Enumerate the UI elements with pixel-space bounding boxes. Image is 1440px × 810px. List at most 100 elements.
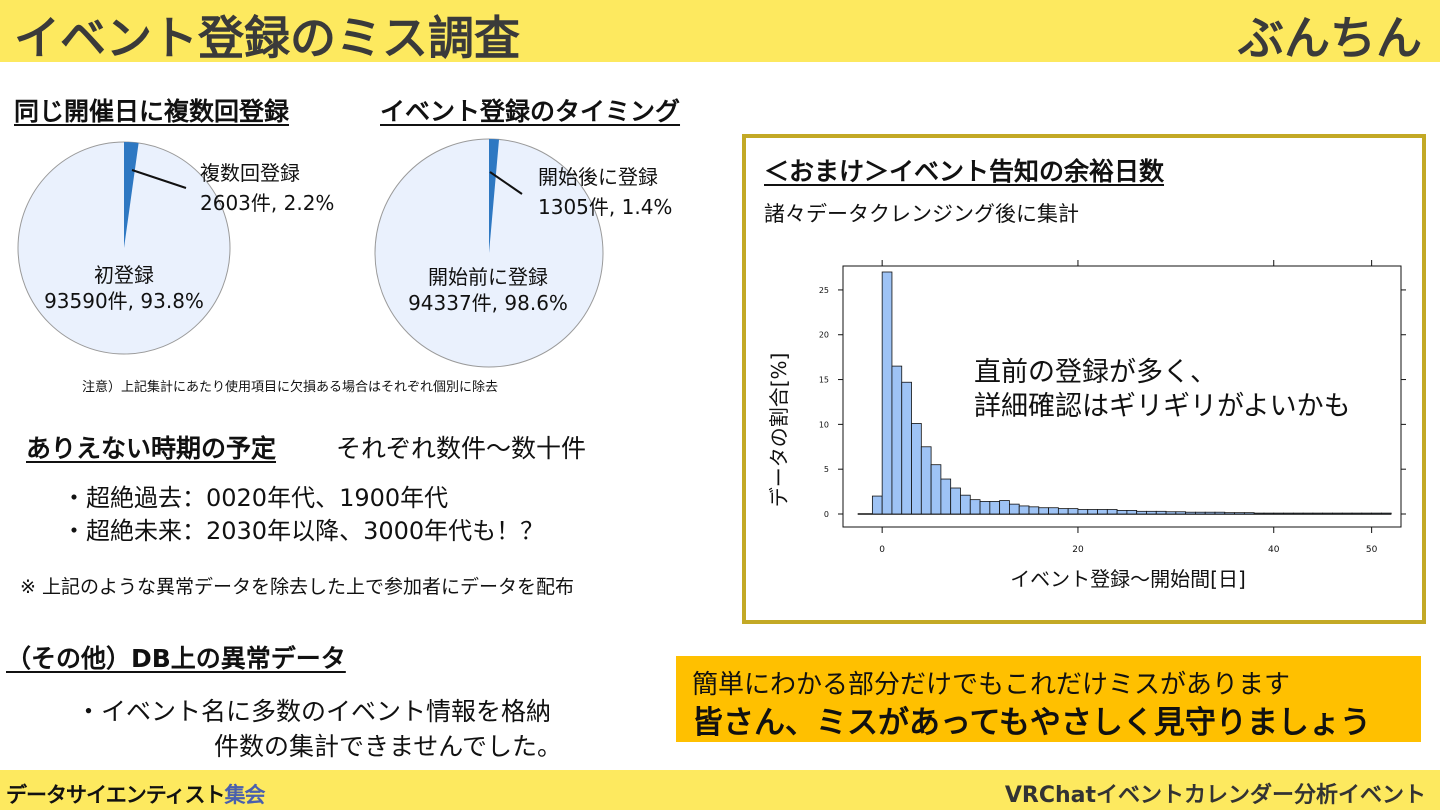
histogram-bar	[891, 365, 903, 515]
y-tick-label: 10	[819, 420, 829, 429]
histogram-bar	[1146, 510, 1157, 515]
histogram-bar	[1067, 508, 1079, 515]
header-bar: イベント登録のミス調査 ぶんちん	[0, 0, 1440, 65]
histogram-bar	[979, 501, 991, 515]
x-tick-label: 50	[1366, 545, 1378, 555]
histogram-bar	[1351, 512, 1363, 515]
histogram-bar	[1038, 507, 1049, 515]
pie2-major-label: 開始前に登録	[428, 265, 548, 289]
histogram-bar	[1126, 510, 1138, 515]
y-tick-label: 0	[824, 510, 829, 519]
bonus-heading: ＜おまけ＞イベント告知の余裕日数	[764, 157, 1165, 186]
logo-accent-text: 集会	[224, 783, 266, 807]
pie1-minor-label: 複数回登録	[200, 161, 300, 185]
histogram-bar	[1224, 512, 1235, 515]
x-tick-label: 40	[1268, 545, 1280, 555]
histogram-bar	[1322, 512, 1333, 515]
histogram-bar	[1106, 509, 1118, 515]
histogram-bar	[1116, 510, 1128, 515]
y-tick-label: 15	[819, 376, 829, 385]
histogram-bar	[1214, 511, 1226, 515]
histogram-bar	[1253, 512, 1265, 515]
x-axis-label: イベント登録～開始間[日]	[1010, 567, 1246, 591]
histogram-bar	[1381, 512, 1392, 515]
histogram-bar	[1312, 512, 1324, 515]
slide-title: イベント登録のミス調査	[14, 11, 520, 65]
other-line1: ・イベント名に多数のイベント情報を格納	[76, 697, 552, 726]
pie1-minor-slice	[124, 142, 139, 248]
histogram-bar	[1204, 511, 1216, 515]
histogram-bar	[1087, 509, 1098, 515]
histogram-chart: 0 5 10 15 20 25 0 20 40 50 イベント登録～開始間[日] データの割合[%…	[767, 260, 1406, 591]
y-tick-label: 20	[819, 331, 829, 340]
histogram-bar	[960, 494, 971, 515]
histogram-bar	[881, 271, 893, 515]
y-tick-label: 25	[819, 286, 829, 295]
pie2-heading: イベント登録のタイミング	[380, 97, 681, 126]
pie2-minor-value: 1305件, 1.4%	[538, 195, 673, 219]
histogram-bar	[999, 500, 1010, 515]
histogram-bar	[1009, 503, 1020, 515]
other-line2: 件数の集計できませんでした。	[214, 732, 563, 761]
histogram-bar	[1371, 512, 1382, 515]
histogram-bar	[1263, 512, 1275, 515]
histogram-bar	[1077, 509, 1089, 515]
histogram-bar	[1165, 511, 1177, 515]
pie1-major-label: 初登録	[94, 263, 154, 287]
histogram-bar	[911, 423, 922, 515]
histogram-bar	[1273, 512, 1284, 515]
y-axis-label: データの割合[%]	[767, 353, 791, 508]
histogram-bar	[1048, 507, 1059, 515]
histogram-bar	[940, 478, 952, 515]
footer-bar: データサイエンティスト集会 VRChatイベントカレンダー分析イベント	[0, 770, 1440, 810]
summary-callout: 簡単にわかる部分だけでもこれだけミスがあります 皆さん、ミスがあってもやさしく見…	[676, 656, 1421, 742]
chart-annotation-line1: 直前の登録が多く、	[974, 357, 1217, 388]
histogram-bar	[1243, 512, 1255, 515]
histogram-bar	[871, 495, 883, 515]
histogram-bar	[930, 464, 942, 515]
pie2-chart	[374, 138, 604, 368]
pie1-leader-line	[131, 169, 187, 189]
impossible-bullet-past: ・超絶過去：0020年代、1900年代	[62, 484, 449, 512]
histogram-bar	[920, 446, 932, 515]
histogram-bar	[969, 499, 981, 515]
pie2-minor-label: 開始後に登録	[538, 165, 658, 189]
pie2-major-value: 94337件, 98.6%	[408, 291, 568, 315]
histogram-bar	[1057, 508, 1069, 515]
histogram-bar	[1097, 509, 1108, 515]
summary-line1: 簡単にわかる部分だけでもこれだけミスがあります	[692, 670, 1291, 700]
bonus-chart-frame: ＜おまけ＞イベント告知の余裕日数 諸々データクレンジング後に集計 0 5 10 15 2…	[742, 134, 1426, 624]
histogram-bar	[1018, 505, 1030, 515]
histogram-bar	[950, 487, 961, 515]
pie2-minor-slice	[489, 139, 500, 253]
pie1-major-value: 93590件, 93.8%	[44, 289, 204, 313]
removal-note: ※ 上記のような異常データを除去した上で参加者にデータを配布	[20, 576, 574, 598]
pie1-heading: 同じ開催日に複数回登録	[14, 97, 290, 126]
histogram-bar	[1341, 512, 1353, 515]
x-tick-label: 20	[1072, 545, 1084, 555]
community-logo: データサイエンティスト集会	[6, 779, 266, 809]
pie1-minor-value: 2603件, 2.2%	[200, 191, 335, 215]
histogram-bar	[1136, 510, 1147, 515]
bonus-subheading: 諸々データクレンジング後に集計	[764, 202, 1079, 226]
histogram-bar	[1361, 512, 1373, 515]
histogram-bar	[989, 501, 1001, 515]
chart-annotation-line2: 詳細確認はギリギリがよいかも	[974, 391, 1351, 422]
histogram-bar	[1195, 511, 1206, 515]
pie2-leader-line	[489, 171, 523, 195]
histogram-bar	[1155, 510, 1167, 515]
histogram-bar	[1028, 506, 1040, 515]
histogram-bar	[1234, 512, 1245, 515]
impossible-bullet-future: ・超絶未来：2030年以降、3000年代も！？	[62, 517, 545, 545]
pie1-chart	[17, 141, 231, 355]
histogram-bar	[1175, 511, 1187, 515]
plot-area-border	[842, 265, 1402, 528]
histogram-bar	[1283, 512, 1294, 515]
histogram-bar	[1185, 511, 1196, 515]
histogram-bar	[1302, 512, 1314, 515]
author-name: ぶんちん	[1238, 11, 1422, 65]
impossible-subheading: それぞれ数件～数十件	[336, 434, 587, 463]
histogram-bar	[1292, 512, 1304, 515]
histogram-bar	[1332, 512, 1343, 515]
histogram-bar	[901, 381, 912, 515]
